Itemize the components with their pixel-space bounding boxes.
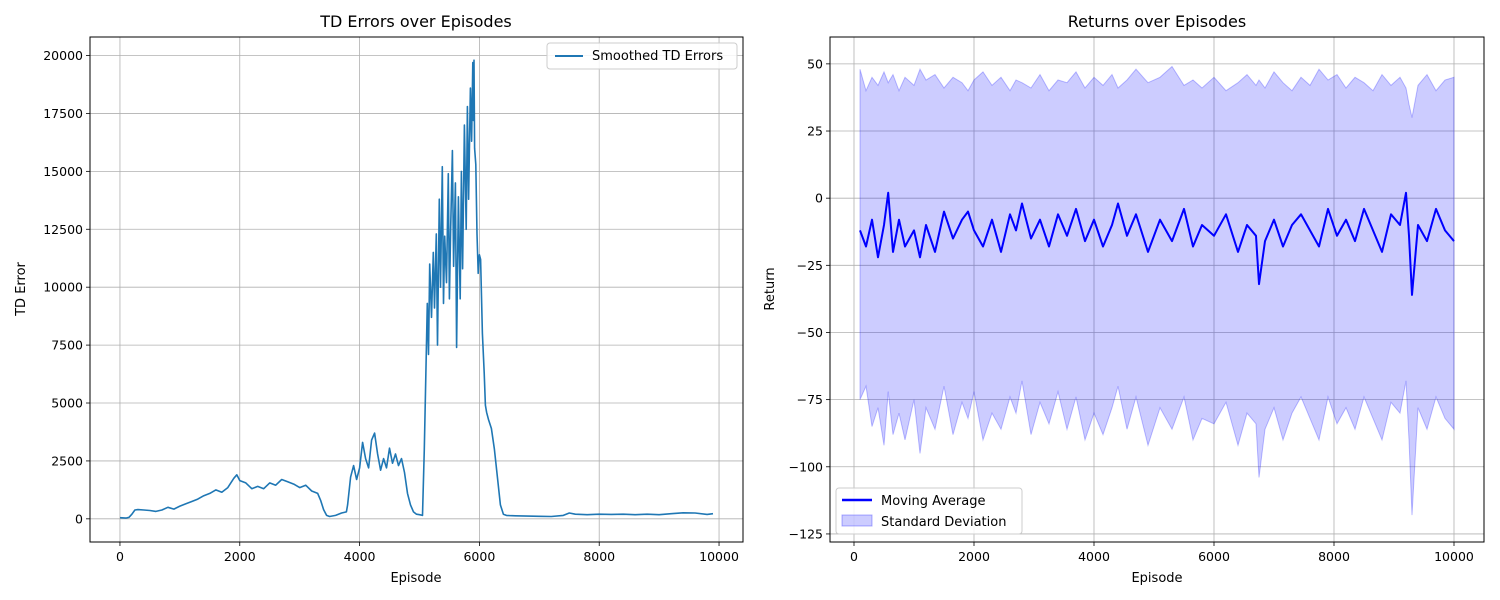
y-tick-label: −125 [789, 526, 823, 541]
td-errors-plot-area [119, 59, 714, 519]
y-tick-label: 5000 [51, 396, 83, 411]
y-tick-label: 0 [815, 191, 823, 206]
x-tick-label: 4000 [1078, 549, 1110, 564]
x-tick-label: 8000 [1318, 549, 1350, 564]
x-tick-label: 0 [850, 549, 858, 564]
moving-average-line [859, 191, 1455, 296]
std-dev-band [859, 65, 1455, 516]
td-errors-grid [90, 37, 743, 542]
y-tick-label: 7500 [51, 338, 83, 353]
y-tick-label: 15000 [43, 164, 83, 179]
y-tick-label: 50 [807, 56, 823, 71]
td-errors-title: TD Errors over Episodes [319, 12, 512, 31]
x-tick-label: 6000 [1198, 549, 1230, 564]
td-errors-legend-box [546, 42, 738, 70]
td-errors-panel: 0 2000 4000 6000 8000 10000 0 2500 5000 7500 10000… [14, 12, 744, 586]
y-tick-label: −50 [797, 325, 823, 340]
moving-average-legend-label: Moving Average [881, 494, 985, 509]
returns-title: Returns over Episodes [1068, 12, 1246, 31]
td-errors-axes-frame [89, 36, 744, 543]
returns-legend-box [835, 487, 1023, 535]
y-tick-label: −75 [797, 392, 823, 407]
returns-ylabel: Return [763, 267, 778, 310]
td-errors-legend: Smoothed TD Errors [546, 42, 738, 70]
returns-ticks: 0 2000 4000 6000 8000 10000 −125 −100 −75 −50 −25 0… [789, 56, 1474, 564]
returns-panel: 0 2000 4000 6000 8000 10000 −125 −100 −75 −50 −25 0… [763, 12, 1485, 586]
y-tick-label: 17500 [43, 106, 83, 121]
returns-axes-frame [829, 36, 1485, 543]
std-dev-legend-label: Standard Deviation [881, 515, 1006, 530]
std-dev-legend-swatch [841, 514, 873, 527]
td-errors-ylabel: TD Error [14, 261, 29, 316]
x-tick-label: 2000 [224, 549, 256, 564]
x-tick-label: 4000 [344, 549, 376, 564]
x-tick-label: 2000 [958, 549, 990, 564]
td-errors-legend-label: Smoothed TD Errors [592, 49, 723, 64]
y-tick-label: 20000 [43, 48, 83, 63]
y-tick-label: 10000 [43, 280, 83, 295]
y-tick-label: 25 [807, 124, 823, 139]
y-tick-label: −100 [789, 459, 823, 474]
returns-grid [830, 37, 1484, 542]
x-tick-label: 6000 [463, 549, 495, 564]
x-tick-label: 0 [116, 549, 124, 564]
td-errors-xlabel: Episode [390, 571, 441, 586]
y-tick-label: 2500 [51, 453, 83, 468]
y-tick-label: −25 [797, 258, 823, 273]
returns-xlabel: Episode [1131, 571, 1182, 586]
x-tick-label: 8000 [583, 549, 615, 564]
x-tick-label: 10000 [1434, 549, 1474, 564]
returns-plot-area [859, 65, 1455, 516]
td-errors-ticks: 0 2000 4000 6000 8000 10000 0 2500 5000 7500 10000… [43, 48, 739, 564]
x-tick-label: 10000 [699, 549, 739, 564]
y-tick-label: 0 [75, 511, 83, 526]
y-tick-label: 12500 [43, 222, 83, 237]
returns-legend: Moving Average Standard Deviation [835, 487, 1023, 535]
smoothed-td-errors-line [119, 59, 714, 519]
